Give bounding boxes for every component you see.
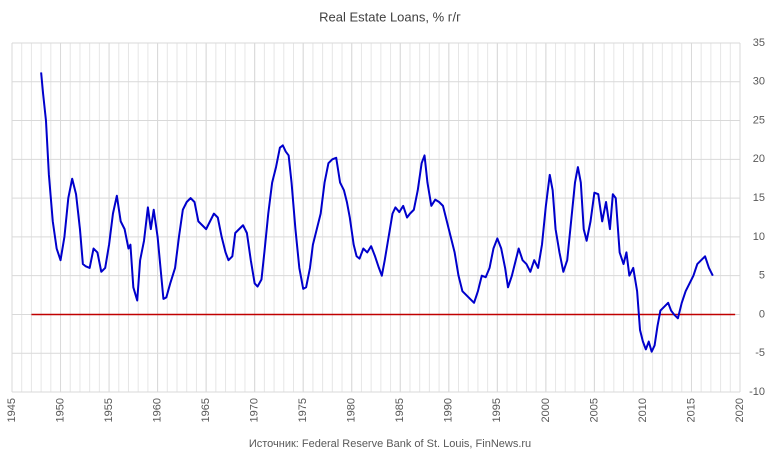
x-tick-label: 1950 — [54, 398, 66, 422]
x-tick-label: 1955 — [103, 398, 115, 422]
y-tick-label: 15 — [753, 192, 765, 204]
x-tick-label: 1960 — [152, 398, 164, 422]
x-tick-label: 1975 — [297, 398, 309, 422]
y-tick-label: 25 — [753, 114, 765, 126]
source-note: Источник: Federal Reserve Bank of St. Lo… — [249, 438, 531, 450]
x-tick-label: 2020 — [734, 398, 746, 422]
x-tick-label: 1985 — [394, 398, 406, 422]
x-tick-label: 1995 — [491, 398, 503, 422]
y-tick-label: 20 — [753, 153, 765, 165]
x-tick-label: 1970 — [249, 398, 261, 422]
y-tick-label: 35 — [753, 37, 765, 49]
x-tick-label: 2015 — [685, 398, 697, 422]
series-line — [40, 72, 714, 353]
y-tick-label: -5 — [755, 347, 765, 359]
x-tick-label: 1980 — [346, 398, 358, 422]
x-tick-label: 2000 — [540, 398, 552, 422]
y-tick-label: 10 — [753, 231, 765, 243]
y-tick-label: 5 — [759, 270, 765, 282]
x-tick-label: 1965 — [200, 398, 212, 422]
x-tick-label: 2010 — [637, 398, 649, 422]
x-tick-label: 2005 — [588, 398, 600, 422]
y-tick-label: -10 — [749, 386, 765, 398]
y-tick-label: 30 — [753, 76, 765, 88]
x-tick-label: 1990 — [443, 398, 455, 422]
chart-title: Real Estate Loans, % г/г — [319, 9, 461, 24]
x-tick-label: 1945 — [6, 398, 18, 422]
y-tick-label: 0 — [759, 308, 765, 320]
